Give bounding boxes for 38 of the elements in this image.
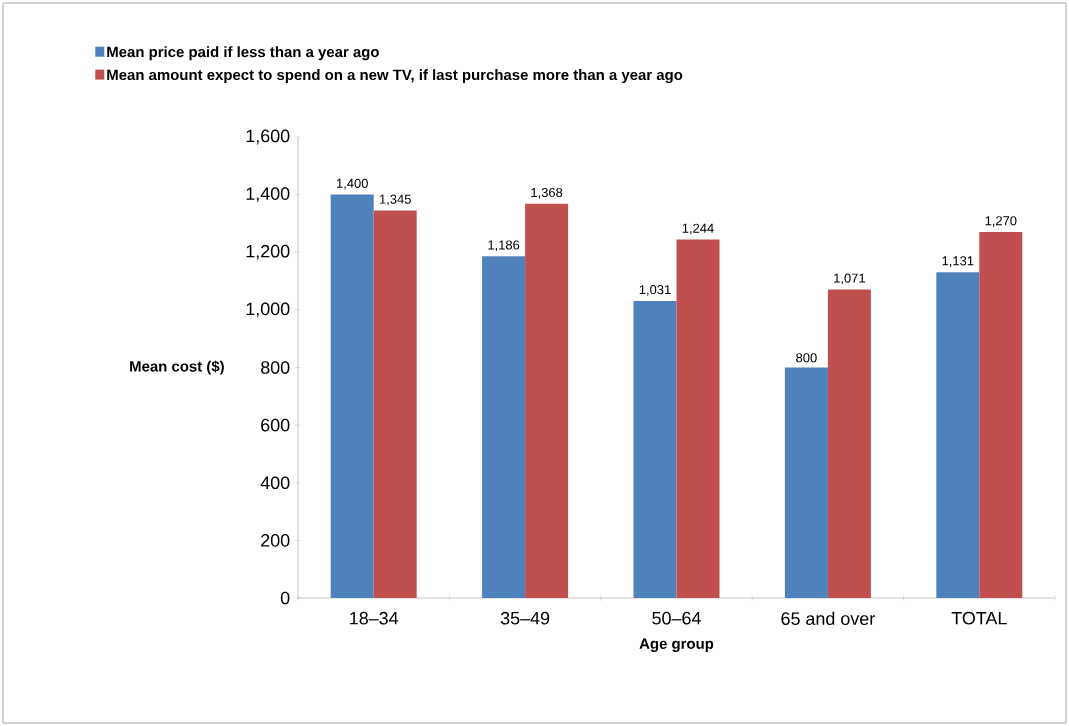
bar [525, 203, 569, 598]
bar [330, 194, 374, 598]
data-label: 1,071 [834, 273, 865, 285]
data-label: 800 [796, 353, 817, 363]
data-label: 1,186 [488, 240, 520, 252]
bar [373, 210, 417, 598]
bar [676, 239, 720, 598]
data-label: 1,400 [336, 178, 368, 190]
data-label: 1,131 [942, 256, 974, 267]
bar [827, 289, 871, 598]
y-tick-label: 1,400 [246, 187, 290, 203]
bar [936, 272, 980, 598]
data-label: 1,270 [985, 216, 1017, 227]
bar [633, 300, 677, 598]
bar [482, 256, 526, 598]
y-tick-label: 200 [261, 534, 290, 547]
y-tick-label: 800 [261, 361, 290, 374]
x-tick-label: 50–64 [652, 611, 701, 625]
data-label: 1,031 [639, 285, 671, 296]
legend-label: Mean price paid if less than a year ago [107, 46, 379, 61]
x-axis-title: Age group [639, 638, 714, 652]
y-tick-label: 0 [280, 591, 290, 605]
data-label: 1,345 [379, 194, 411, 206]
x-tick-label: 65 and over [781, 611, 875, 626]
y-tick-label: 1,000 [246, 302, 290, 318]
x-tick-label: 35–49 [500, 611, 550, 625]
x-tick-label: TOTAL [951, 611, 1007, 625]
y-tick-label: 600 [261, 418, 290, 432]
y-tick-label: 400 [260, 476, 290, 490]
bar [979, 232, 1023, 598]
legend-label: Mean amount expect to spend on a new TV, if last purchase more than a year ago [107, 69, 683, 84]
data-label: 1,368 [531, 187, 563, 199]
x-tick-label: 18–34 [350, 611, 399, 625]
bar [784, 367, 828, 598]
data-label: 1,244 [682, 223, 714, 235]
y-tick-label: 1,600 [246, 129, 290, 145]
y-axis-title: Mean cost ($) [130, 360, 224, 375]
y-tick-label: 1,200 [246, 244, 290, 260]
